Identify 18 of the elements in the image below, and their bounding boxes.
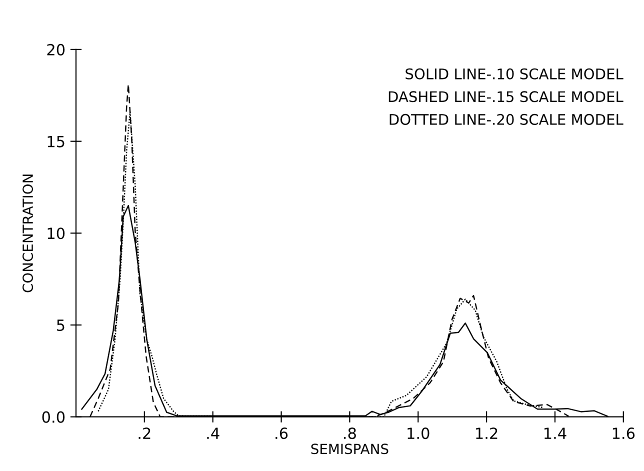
- annotation: SOLID LINE-.10 SCALE MODEL: [406, 68, 624, 80]
- x-tick-label: 1.6: [612, 428, 635, 440]
- y-axis-title: CONCENTRATION: [22, 174, 34, 292]
- x-tick-label: 1.2: [476, 428, 498, 439]
- annotation: DASHED LINE-.15 SCALE MODEL: [388, 91, 624, 102]
- y-tick-label: 15: [48, 136, 64, 148]
- y-tick-label: 0.0: [42, 411, 65, 423]
- y-tick-label: 20: [47, 44, 65, 56]
- x-tick-label: 1.4: [544, 428, 566, 439]
- annotation: DOTTED LINE-.20 SCALE MODEL: [390, 114, 624, 125]
- x-tick-label: .8: [344, 428, 356, 440]
- y-tick-label: 5: [57, 320, 64, 332]
- x-tick-label: .4: [207, 428, 220, 439]
- x-tick-label: 1.0: [408, 428, 430, 440]
- x-tick-label: .6: [276, 428, 288, 440]
- x-axis-title: SEMISPANS: [311, 444, 388, 454]
- y-tick-label: 10: [48, 228, 65, 240]
- x-tick-label: .2: [138, 428, 150, 439]
